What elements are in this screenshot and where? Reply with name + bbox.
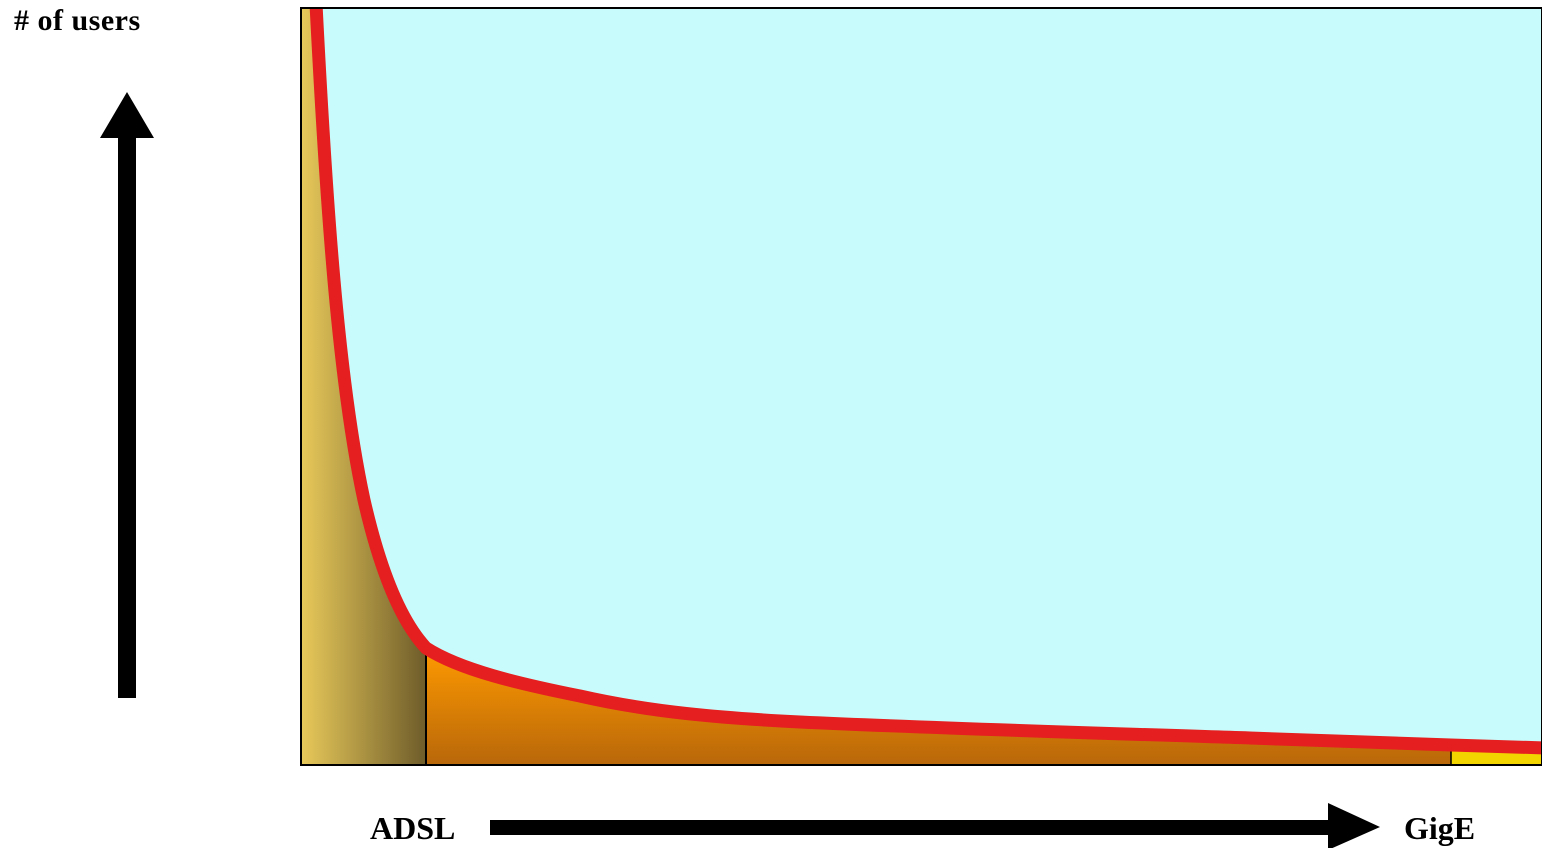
plot-background <box>301 8 1542 765</box>
x-axis-end-label: GigE <box>1404 810 1476 846</box>
distribution-curve <box>309 8 1542 755</box>
x-arrow-head <box>1328 803 1380 848</box>
x-axis-start-label: ADSL <box>370 810 456 846</box>
plot-frame <box>300 7 1542 766</box>
x-arrow-shaft <box>490 820 1340 835</box>
y-axis-label: # of users <box>14 4 141 37</box>
y-arrow-shaft <box>118 130 136 698</box>
y-arrow-head <box>100 92 154 138</box>
head-segment <box>301 8 426 765</box>
tail-segment <box>426 648 1451 765</box>
